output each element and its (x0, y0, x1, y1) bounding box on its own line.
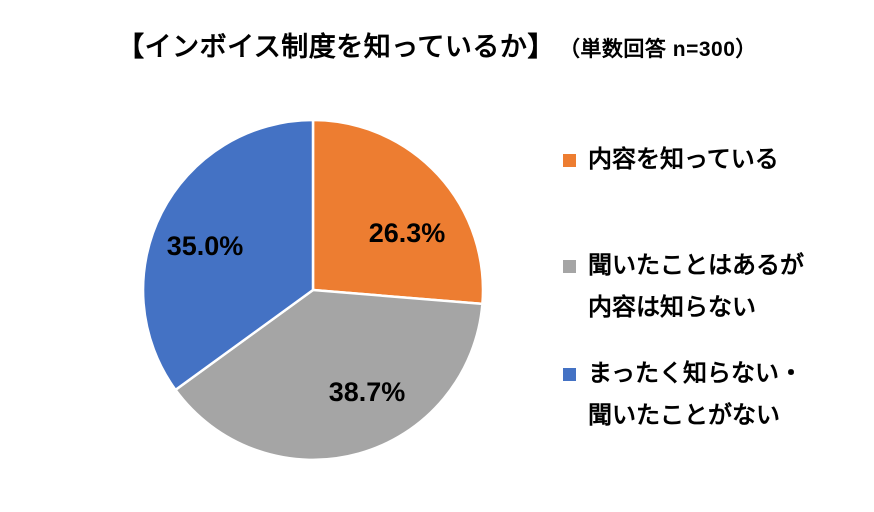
legend-label-line: 聞いたことがない (588, 402, 780, 429)
legend-item-heard-but-unknown: 聞いたことはあるが 内容は知らない (563, 245, 863, 329)
legend-label-line: 内容は知らない (588, 294, 756, 321)
chart-title: 【インボイス制度を知っているか】 （単数回答 n=300） (0, 25, 874, 64)
pie-label-never-heard: 35.0% (167, 231, 244, 261)
legend-swatch-gray-icon (563, 260, 576, 273)
legend-label: 内容を知っている (588, 139, 779, 181)
pie-slice-never-heard (141, 118, 315, 392)
legend-label-line: 聞いたことはあるが (588, 252, 804, 279)
legend-label-line: まったく知らない・ (588, 360, 804, 387)
pie-label-heard-but-unknown: 38.7% (329, 377, 406, 407)
legend-item-never-heard: まったく知らない・ 聞いたことがない (563, 353, 863, 437)
pie-slice-knows-content (311, 118, 485, 306)
legend-label-line: 内容を知っている (588, 146, 779, 173)
legend-label: 聞いたことはあるが 内容は知らない (588, 245, 804, 329)
pie-chart: 26.3% 38.7% 35.0% (141, 118, 485, 462)
legend: 内容を知っている 聞いたことはあるが 内容は知らない まったく知らない・ 聞いた… (563, 0, 863, 437)
chart-title-sub: （単数回答 n=300） (558, 38, 757, 61)
chart-title-main: 【インボイス制度を知っているか】 (117, 32, 555, 62)
pie-chart-svg: 26.3% 38.7% 35.0% (141, 118, 485, 462)
pie-label-knows-content: 26.3% (369, 218, 446, 248)
legend-label: まったく知らない・ 聞いたことがない (588, 353, 803, 437)
legend-swatch-orange-icon (563, 154, 576, 167)
pie-slice-heard-but-unknown (174, 288, 484, 462)
legend-swatch-blue-icon (563, 368, 576, 381)
legend-item-knows-content: 内容を知っている (563, 139, 863, 181)
